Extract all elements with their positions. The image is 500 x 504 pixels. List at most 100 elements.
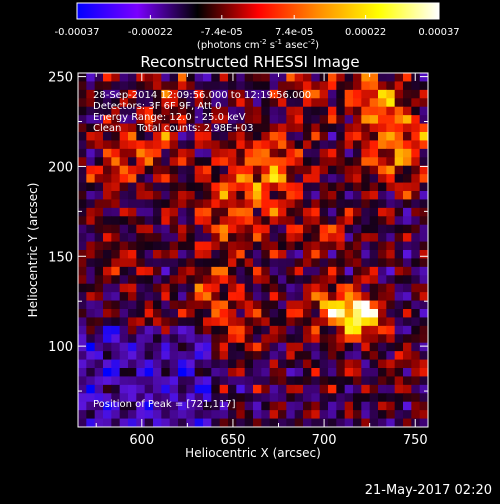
heatmap-cell xyxy=(253,418,262,427)
heatmap-cell xyxy=(419,224,428,234)
heatmap-cell xyxy=(128,384,137,394)
y-tick-label: 150 xyxy=(48,250,73,265)
heatmap-cell xyxy=(294,309,304,319)
heatmap-cell xyxy=(144,283,154,293)
heatmap-cell xyxy=(419,393,428,403)
heatmap-cell xyxy=(386,224,396,234)
heatmap-cell xyxy=(386,241,396,251)
heatmap-cell xyxy=(336,275,346,285)
heatmap-cell xyxy=(244,418,254,427)
heatmap-cell xyxy=(236,275,246,285)
heatmap-cell xyxy=(203,401,212,411)
heatmap-cell xyxy=(144,368,154,378)
heatmap-cell xyxy=(303,216,312,226)
heatmap-cell xyxy=(228,250,237,260)
heatmap-cell xyxy=(328,98,337,108)
heatmap-cell xyxy=(178,165,187,175)
heatmap-cell xyxy=(128,140,137,150)
heatmap-cell xyxy=(144,351,154,361)
heatmap-cell xyxy=(328,250,337,260)
heatmap-cell xyxy=(261,266,271,276)
heatmap-cell xyxy=(203,132,212,142)
heatmap-cell xyxy=(336,191,346,201)
heatmap-cell xyxy=(236,89,246,99)
heatmap-cell xyxy=(269,317,279,327)
heatmap-cell xyxy=(161,351,171,361)
heatmap-cell xyxy=(378,351,387,361)
heatmap-cell xyxy=(353,207,362,217)
heatmap-cell xyxy=(128,275,137,285)
heatmap-cell xyxy=(244,224,254,234)
heatmap-cell xyxy=(78,174,87,184)
heatmap-cell xyxy=(86,157,96,167)
heatmap-cell xyxy=(228,106,237,116)
heatmap-cell xyxy=(261,393,271,403)
heatmap-cell xyxy=(411,266,421,276)
heatmap-cell xyxy=(311,81,321,91)
heatmap-cell xyxy=(278,359,287,369)
heatmap-cell xyxy=(244,376,254,386)
heatmap-cell xyxy=(136,401,146,411)
heatmap-cell xyxy=(119,368,129,378)
heatmap-cell xyxy=(336,376,346,386)
heatmap-cell xyxy=(136,334,146,344)
x-tick-label: 650 xyxy=(221,433,246,448)
heatmap-cell xyxy=(319,309,329,319)
heatmap-cell xyxy=(86,224,96,234)
heatmap-cell xyxy=(344,359,354,369)
heatmap-cell xyxy=(328,207,337,217)
heatmap-cell xyxy=(103,241,112,251)
heatmap-cell xyxy=(353,300,362,310)
heatmap-cell xyxy=(386,199,396,209)
heatmap-cell xyxy=(378,132,387,142)
heatmap-cell xyxy=(153,199,162,209)
heatmap-cell xyxy=(103,89,112,99)
heatmap-cell xyxy=(278,165,287,175)
heatmap-cell xyxy=(144,224,154,234)
heatmap-cell xyxy=(386,275,396,285)
heatmap-cell xyxy=(119,401,129,411)
chart-title: Reconstructed RHESSI Image xyxy=(140,53,359,71)
heatmap-cell xyxy=(269,401,279,411)
heatmap-cell xyxy=(319,81,329,91)
heatmap-cell xyxy=(253,199,262,209)
heatmap-cell xyxy=(219,140,229,150)
heatmap-cell xyxy=(361,384,371,394)
heatmap-cell xyxy=(319,191,329,201)
heatmap-cell xyxy=(303,401,312,411)
heatmap-cell xyxy=(178,224,187,234)
heatmap-cell xyxy=(203,376,212,386)
heatmap-cell xyxy=(128,283,137,293)
heatmap-cell xyxy=(86,191,96,201)
heatmap-cell xyxy=(211,241,221,251)
heatmap-cell xyxy=(86,165,96,175)
heatmap-cell xyxy=(328,376,337,386)
heatmap-cell xyxy=(144,342,154,352)
heatmap-cell xyxy=(336,132,346,142)
heatmap-cell xyxy=(261,140,271,150)
heatmap-cell xyxy=(419,81,428,91)
heatmap-cell xyxy=(361,157,371,167)
heatmap-cell xyxy=(78,115,87,125)
heatmap-cell xyxy=(361,275,371,285)
heatmap-cell xyxy=(394,89,404,99)
heatmap-cell xyxy=(386,300,396,310)
heatmap-cell xyxy=(103,191,112,201)
heatmap-cell xyxy=(394,334,404,344)
heatmap-cell xyxy=(353,216,362,226)
heatmap-cell xyxy=(403,351,412,361)
heatmap-cell xyxy=(153,216,162,226)
heatmap-cell xyxy=(94,233,104,243)
heatmap-cell xyxy=(394,384,404,394)
heatmap-cell xyxy=(178,325,187,335)
heatmap-cell xyxy=(294,182,304,192)
heatmap-cell xyxy=(328,418,337,427)
heatmap-cell xyxy=(94,292,104,302)
heatmap-cell xyxy=(161,300,171,310)
heatmap-cell xyxy=(411,418,421,427)
heatmap-cell xyxy=(186,384,196,394)
heatmap-cell xyxy=(411,174,421,184)
heatmap-cell xyxy=(86,266,96,276)
heatmap-cell xyxy=(111,368,121,378)
heatmap-cell xyxy=(169,191,179,201)
